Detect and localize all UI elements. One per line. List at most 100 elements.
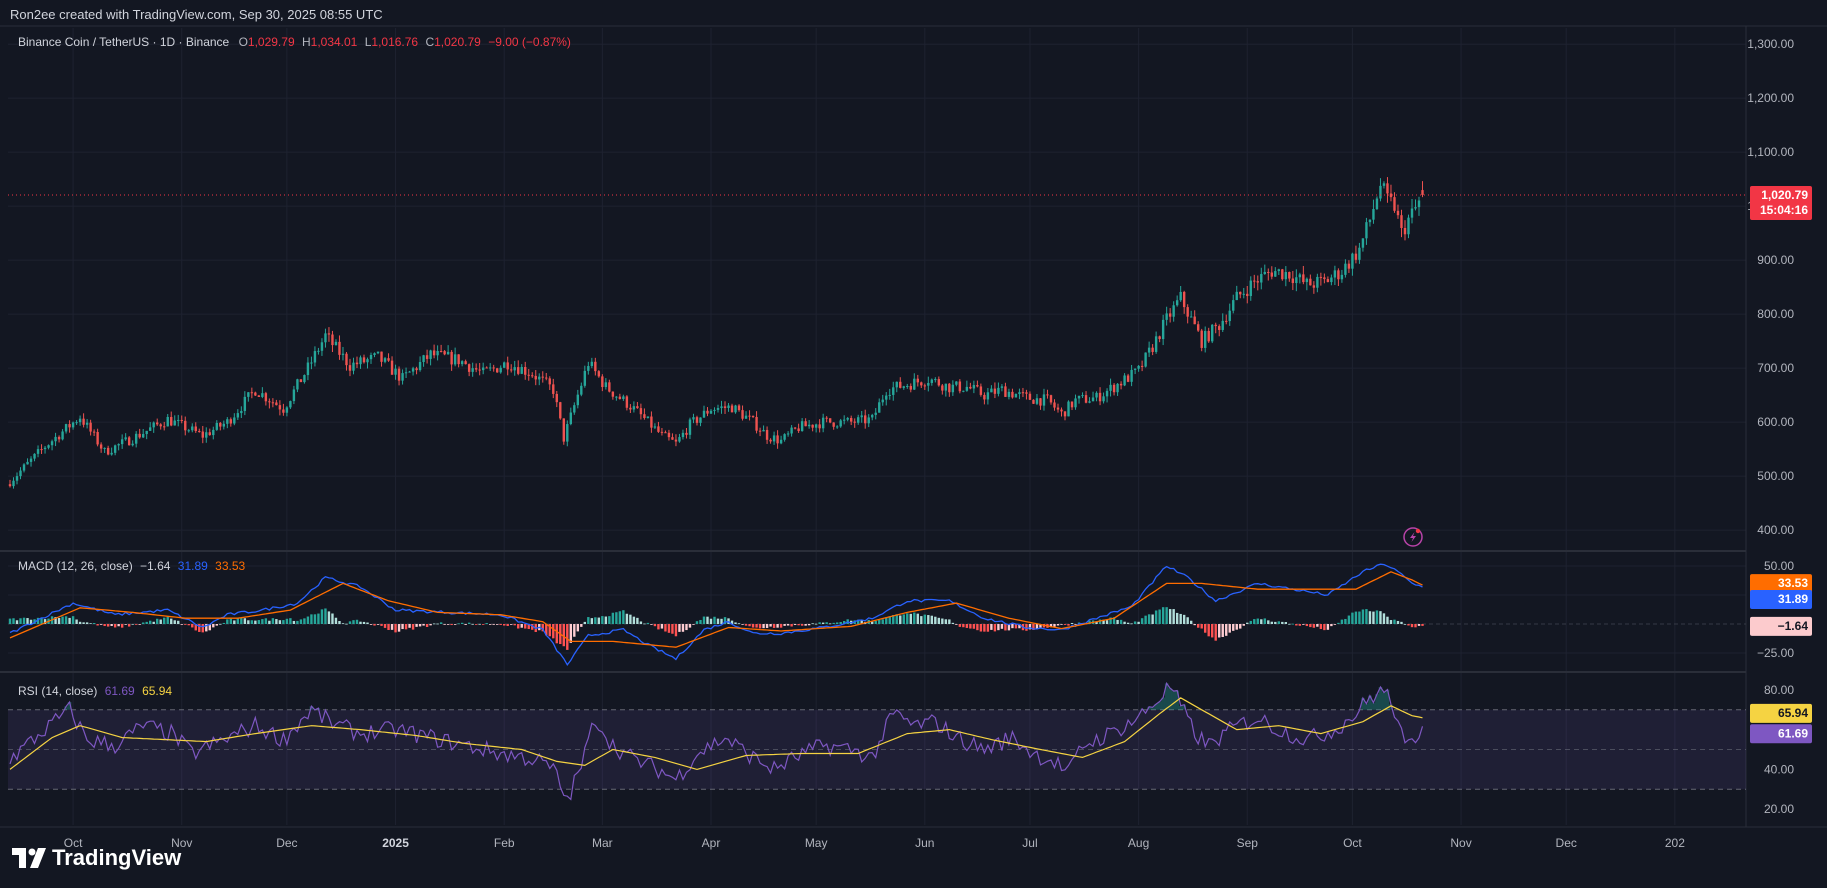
macd-hist-bar xyxy=(758,624,762,629)
macd-hist-bar xyxy=(1326,624,1330,630)
candle-body xyxy=(1354,253,1358,260)
macd-hist-bar xyxy=(275,619,278,624)
candle-body xyxy=(885,395,888,400)
candle-body xyxy=(583,370,587,386)
rsi-pane[interactable] xyxy=(8,681,1746,801)
macd-pane[interactable] xyxy=(8,563,1746,666)
macd-hist-bar xyxy=(296,620,299,624)
candle-body xyxy=(92,431,96,433)
open-label: O xyxy=(238,35,248,49)
candle-body xyxy=(425,355,429,359)
macd-hist-bar xyxy=(306,616,310,624)
macd-legend[interactable]: MACD (12, 26, close) −1.64 31.89 33.53 xyxy=(18,559,245,573)
lightning-alert-icon[interactable] xyxy=(1403,527,1423,547)
rsi-legend[interactable]: RSI (14, close) 61.69 65.94 xyxy=(18,684,172,698)
symbol-title[interactable]: Binance Coin / TetherUS · 1D · Binance xyxy=(18,35,230,49)
macd-hist-bar xyxy=(71,616,75,624)
macd-hist-bar xyxy=(471,623,474,625)
candle-body xyxy=(401,373,404,381)
candle-body xyxy=(976,385,979,387)
macd-hist-bar xyxy=(1284,622,1288,624)
candle-body xyxy=(149,427,152,431)
price-candles[interactable] xyxy=(8,177,1424,489)
macd-hist-bar xyxy=(1253,619,1256,624)
macd-hist-bar xyxy=(874,620,877,624)
macd-hist-bar xyxy=(1417,624,1421,626)
candle-body xyxy=(569,412,572,425)
rsi-overbought-fill xyxy=(1182,704,1186,710)
macd-hist-bar xyxy=(990,624,993,630)
macd-title[interactable]: MACD (12, 26, close) xyxy=(18,559,133,573)
candle-body xyxy=(790,427,793,434)
candle-body xyxy=(1284,272,1288,280)
macd-hist-bar xyxy=(825,622,828,624)
macd-hist-bar xyxy=(439,622,443,624)
macd-hist-bar xyxy=(583,621,587,624)
macd-signal-badge-text: 33.53 xyxy=(1778,576,1808,590)
candle-body xyxy=(832,422,835,427)
candle-body xyxy=(650,416,653,428)
candle-body xyxy=(741,410,744,419)
candle-body xyxy=(390,360,394,375)
macd-hist-bar xyxy=(243,618,247,624)
candle-body xyxy=(538,376,541,380)
change-value: −9.00 (−0.87%) xyxy=(488,35,571,49)
candle-body xyxy=(639,408,643,415)
candle-body xyxy=(899,381,902,388)
macd-hist-bar xyxy=(503,624,506,626)
candle-body xyxy=(874,412,877,415)
time-tick-label: Jul xyxy=(1022,836,1037,850)
candle-body xyxy=(418,362,422,371)
macd-hist-bar xyxy=(1211,624,1214,638)
macd-hist-bar xyxy=(1088,620,1091,624)
macd-hist-bar xyxy=(411,624,415,630)
macd-hist-bar xyxy=(1095,621,1098,624)
macd-hist-bar xyxy=(373,624,376,626)
macd-hist-bar xyxy=(61,616,64,624)
candle-body xyxy=(1274,271,1277,277)
candle-body xyxy=(310,362,313,364)
macd-hist-bar xyxy=(755,624,758,628)
candle-body xyxy=(765,429,769,440)
candle-body xyxy=(983,394,986,400)
macd-hist-bar xyxy=(1305,624,1309,627)
macd-hist-bar xyxy=(1168,609,1172,624)
rsi-title[interactable]: RSI (14, close) xyxy=(18,684,98,698)
macd-hist-bar xyxy=(1246,622,1249,624)
time-axis[interactable]: Oct Nov Dec 2025 Feb Mar Apr May Jun Jul Aug Sep Oct… xyxy=(64,836,1685,850)
candle-body xyxy=(1088,401,1091,403)
macd-hist-bar xyxy=(1207,624,1210,637)
candle-body xyxy=(657,426,660,432)
candle-body xyxy=(755,416,758,431)
macd-hist-bar xyxy=(1070,622,1074,624)
candle-body xyxy=(1270,272,1273,277)
main-legend[interactable]: Binance Coin / TetherUS · 1D · Binance O… xyxy=(18,35,571,49)
macd-hist-bar xyxy=(320,609,324,624)
macd-hist-bar xyxy=(573,624,576,637)
candle-body xyxy=(566,424,569,442)
candle-body xyxy=(1291,278,1295,284)
tradingview-logo[interactable]: TradingView xyxy=(12,845,181,871)
macd-hist-bar xyxy=(443,624,446,625)
candle-body xyxy=(289,401,292,408)
candle-body xyxy=(643,414,646,418)
candle-body xyxy=(1281,269,1284,280)
macd-hist-bar xyxy=(520,624,523,628)
candle-body xyxy=(1319,276,1323,278)
candle-body xyxy=(191,426,194,431)
candle-body xyxy=(1207,330,1210,342)
macd-hist-bar xyxy=(92,623,96,624)
candle-body xyxy=(57,436,61,440)
macd-hist-bar xyxy=(208,624,211,631)
macd-hist-bar xyxy=(170,618,173,624)
candle-body xyxy=(1305,278,1309,283)
macd-hist-bar xyxy=(1340,619,1344,624)
candle-body xyxy=(814,424,818,428)
macd-hist-bar xyxy=(1196,624,1200,628)
macd-hist-bar xyxy=(941,618,944,624)
candle-body xyxy=(166,416,169,427)
candle-body xyxy=(33,453,36,459)
macd-hist-bar xyxy=(1133,621,1137,624)
macd-hist-bar xyxy=(394,624,397,633)
candle-body xyxy=(1028,393,1032,400)
